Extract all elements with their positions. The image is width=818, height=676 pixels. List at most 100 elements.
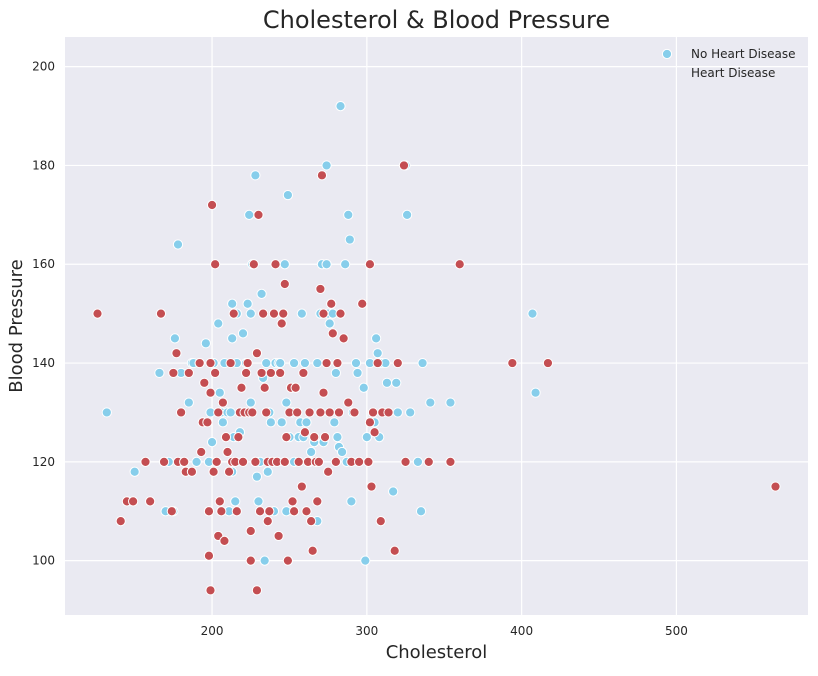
point-heart-disease: [213, 407, 224, 418]
point-no-heart-disease: [401, 209, 413, 220]
y-tick-label: 140: [32, 356, 55, 370]
point-heart-disease: [296, 481, 307, 492]
point-no-heart-disease: [392, 407, 403, 418]
y-tick-label: 100: [32, 554, 55, 568]
point-no-heart-disease: [372, 348, 383, 359]
point-heart-disease: [223, 466, 235, 477]
point-heart-disease: [203, 506, 215, 517]
point-heart-disease: [318, 387, 329, 398]
point-no-heart-disease: [242, 298, 253, 309]
point-no-heart-disease: [265, 417, 276, 428]
point-heart-disease: [279, 278, 290, 290]
point-heart-disease: [233, 432, 244, 443]
point-heart-disease: [158, 456, 170, 467]
legend-label-no-heart-disease: No Heart Disease: [691, 47, 796, 61]
point-heart-disease: [259, 382, 270, 393]
point-heart-disease: [338, 333, 349, 344]
point-heart-disease: [287, 496, 298, 507]
point-heart-disease: [264, 506, 275, 517]
point-heart-disease: [364, 259, 376, 270]
point-heart-disease: [327, 328, 338, 339]
point-heart-disease: [357, 298, 368, 309]
point-heart-disease: [363, 456, 374, 467]
point-no-heart-disease: [321, 259, 332, 270]
point-no-heart-disease: [527, 308, 538, 319]
point-heart-disease: [140, 456, 151, 467]
point-heart-disease: [205, 387, 216, 398]
point-no-heart-disease: [335, 101, 346, 112]
x-tick-label: 500: [665, 624, 688, 638]
point-heart-disease: [115, 516, 126, 527]
point-heart-disease: [253, 209, 264, 220]
point-heart-disease: [247, 407, 258, 418]
point-no-heart-disease: [405, 407, 416, 418]
point-no-heart-disease: [214, 387, 225, 398]
chart-title: Cholesterol & Blood Pressure: [263, 6, 610, 34]
x-tick-label: 300: [355, 624, 378, 638]
point-heart-disease: [155, 308, 167, 319]
x-tick-label: 400: [510, 624, 533, 638]
x-tick-label: 200: [201, 624, 224, 638]
point-heart-disease: [383, 407, 394, 418]
point-heart-disease: [354, 456, 365, 467]
point-heart-disease: [319, 432, 331, 443]
point-heart-disease: [145, 496, 156, 507]
point-heart-disease: [196, 446, 207, 458]
point-heart-disease: [168, 367, 179, 379]
point-no-heart-disease: [330, 367, 341, 379]
point-heart-disease: [364, 417, 376, 428]
y-tick-label: 200: [32, 60, 55, 74]
point-heart-disease: [222, 446, 233, 458]
point-heart-disease: [298, 367, 309, 379]
point-heart-disease: [205, 585, 216, 596]
point-heart-disease: [237, 456, 249, 467]
point-heart-disease: [343, 397, 354, 408]
point-no-heart-disease: [425, 397, 436, 408]
point-no-heart-disease: [262, 466, 273, 477]
point-no-heart-disease: [101, 407, 112, 418]
point-heart-disease: [261, 407, 272, 418]
point-heart-disease: [349, 407, 360, 418]
x-tick-labels: 200 300 400 500: [201, 624, 688, 638]
point-no-heart-disease: [237, 328, 249, 339]
point-no-heart-disease: [324, 318, 335, 329]
legend-label-heart-disease: Heart Disease: [691, 66, 775, 80]
point-heart-disease: [228, 308, 239, 319]
point-no-heart-disease: [412, 456, 424, 467]
point-heart-disease: [273, 530, 284, 542]
point-no-heart-disease: [346, 496, 357, 507]
point-heart-disease: [318, 308, 329, 319]
point-no-heart-disease: [213, 318, 224, 329]
point-no-heart-disease: [281, 397, 292, 408]
point-no-heart-disease: [244, 209, 255, 220]
point-heart-disease: [389, 545, 400, 556]
point-heart-disease: [290, 382, 301, 393]
point-no-heart-disease: [227, 298, 238, 309]
point-heart-disease: [194, 357, 205, 369]
point-heart-disease: [307, 545, 318, 556]
point-no-heart-disease: [282, 189, 293, 201]
point-heart-disease: [128, 496, 139, 507]
point-heart-disease: [304, 407, 315, 418]
point-no-heart-disease: [183, 397, 194, 408]
point-heart-disease: [225, 357, 236, 369]
point-no-heart-disease: [388, 486, 399, 497]
point-no-heart-disease: [343, 209, 354, 220]
point-heart-disease: [326, 298, 337, 309]
point-heart-disease: [392, 357, 403, 369]
point-heart-disease: [369, 427, 380, 438]
point-no-heart-disease: [360, 555, 371, 566]
legend-marker-no-heart-disease: [661, 48, 673, 60]
point-no-heart-disease: [296, 308, 307, 319]
point-heart-disease: [281, 432, 292, 443]
y-tick-label: 180: [32, 158, 55, 172]
point-heart-disease: [330, 456, 341, 467]
point-heart-disease: [400, 456, 411, 467]
point-no-heart-disease: [321, 160, 332, 171]
point-heart-disease: [205, 357, 216, 369]
plot-background: [65, 37, 808, 615]
point-heart-disease: [171, 348, 182, 359]
point-heart-disease: [242, 357, 253, 369]
point-heart-disease: [423, 456, 434, 467]
